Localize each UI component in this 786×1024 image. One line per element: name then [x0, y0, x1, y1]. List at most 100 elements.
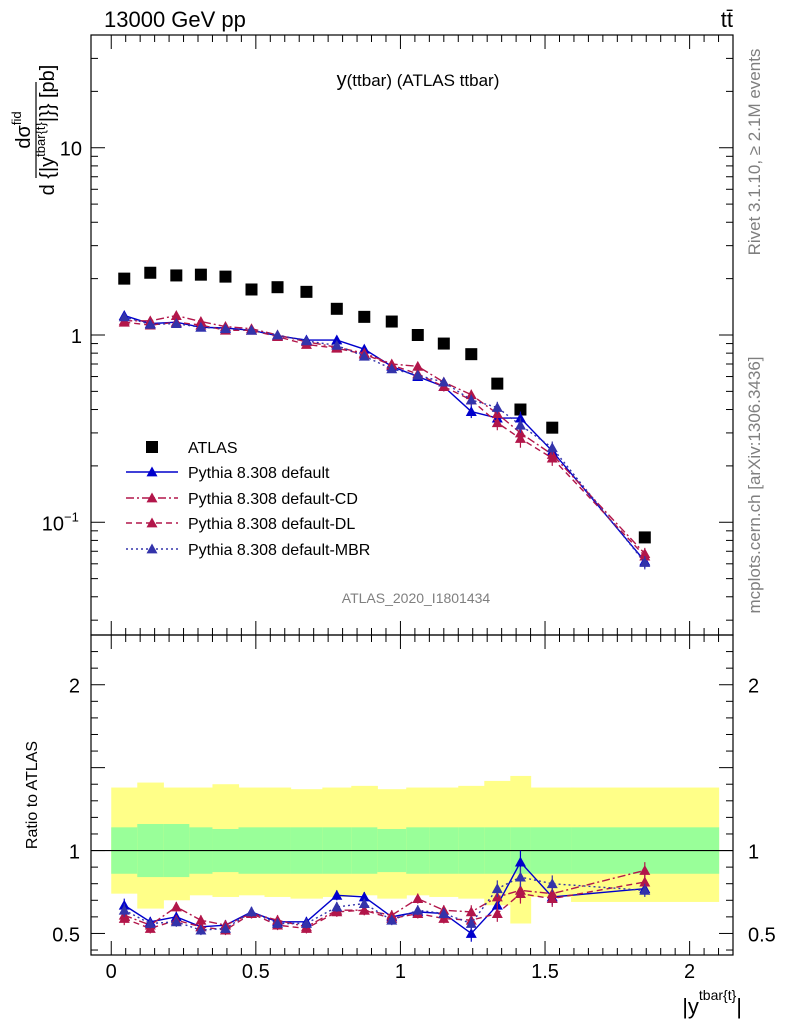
ratio-y-tick-label-right: 2: [748, 676, 759, 698]
y-axis-label-denominator: d {|ytbar{t}|}} [pb]: [33, 65, 59, 196]
energy-label: 13000 GeV pp: [104, 7, 246, 32]
series-marker: [465, 406, 477, 416]
legend-marker: [146, 543, 158, 554]
ratio-marker: [195, 924, 207, 935]
ratio-series-line: [124, 881, 645, 931]
legend-label: Pythia 8.308 default: [188, 465, 330, 482]
ratio-marker: [465, 927, 477, 938]
x-axis-label: |ytbar{t}|: [682, 987, 742, 1019]
atlas-data-point: [546, 421, 559, 434]
ratio-plot-area: [91, 775, 733, 942]
legend-label: Pythia 8.308 default-CD: [188, 491, 358, 508]
series-marker: [412, 369, 424, 380]
ratio-y-tick-label-right: 0.5: [748, 924, 776, 946]
series-marker: [491, 402, 503, 412]
y-axis-den-sup: tbar{t}: [33, 121, 48, 156]
analysis-label: ATLAS_2020_I1801434: [342, 590, 491, 606]
y-axis-den-tail: |}} [pb]: [37, 65, 59, 122]
legend: ATLAS Pythia 8.308 default Pythia 8.308 de…: [126, 440, 370, 559]
x-tick-label: 1: [395, 961, 406, 983]
ratio-marker: [514, 856, 526, 867]
series-marker: [639, 556, 651, 567]
atlas-data-point: [194, 268, 207, 281]
ratio-marker: [465, 917, 477, 928]
y-axis-label-numerator: dσfid: [9, 111, 35, 148]
series-marker: [438, 376, 450, 387]
atlas-data-point: [271, 281, 284, 294]
y-axis-label: dσfid d {|ytbar{t}|}} [pb]: [9, 65, 59, 196]
ratio-series-3: [118, 867, 651, 936]
series-marker: [546, 442, 558, 453]
y-axis-num: dσ: [13, 124, 35, 148]
series-marker: [412, 360, 424, 371]
x-tick-label: 2: [684, 961, 695, 983]
atlas-data-point: [514, 403, 527, 416]
ratio-marker: [639, 876, 651, 887]
series-marker: [514, 412, 526, 423]
ratio-marker: [639, 884, 651, 895]
atlas-data-point: [219, 270, 232, 283]
ratio-series-line: [124, 869, 645, 928]
series-marker: [639, 550, 651, 561]
ratio-panel: 0.5 0.5 1 1 2 2 0 0.5 1 1.5 2 Ratio to ATLAS |ytba…: [24, 634, 776, 1019]
x-tick-label: 1.5: [531, 961, 559, 983]
y-tick-label: 10: [42, 513, 64, 535]
y-axis-den: d {|y: [37, 157, 59, 196]
atlas-data-point: [358, 310, 371, 323]
atlas-data-point: [118, 272, 131, 285]
series-line: [124, 321, 646, 557]
ratio-marker: [118, 904, 130, 915]
legend-marker: [146, 492, 158, 503]
ratio-marker: [438, 908, 450, 918]
ratio-marker: [246, 906, 257, 917]
series-marker: [195, 321, 207, 332]
mc-series-3: [118, 311, 651, 570]
rivet-version-label: Rivet 3.1.10, ≥ 2.1M events: [745, 49, 764, 256]
ratio-marker: [195, 914, 207, 925]
x-axis-label-sup: tbar{t}: [699, 987, 737, 1003]
ratio-marker: [491, 883, 503, 894]
legend-label: ATLAS: [188, 440, 238, 457]
ratio-marker: [639, 864, 651, 875]
series-marker: [170, 310, 182, 320]
ratio-marker: [358, 898, 370, 909]
series-marker: [514, 419, 526, 430]
x-tick-label: 0.5: [242, 961, 270, 983]
ratio-marker: [170, 901, 182, 912]
series-marker: [219, 323, 231, 334]
main-plot-area: [118, 266, 651, 570]
y-axis-num-sup: fid: [9, 111, 24, 125]
series-marker: [546, 452, 558, 463]
series-marker: [144, 318, 156, 329]
ratio-y-label: Ratio to ATLAS: [24, 741, 41, 849]
ratio-marker: [412, 893, 424, 904]
atlas-data-point: [465, 348, 478, 361]
series-marker: [272, 329, 284, 340]
ratio-marker: [300, 917, 312, 928]
ratio-marker: [144, 917, 156, 928]
ratio-marker: [546, 893, 558, 904]
atlas-data-point: [411, 329, 424, 341]
series-marker: [118, 316, 130, 327]
x-axis-label-main: |y: [682, 994, 699, 1019]
ratio-marker: [514, 888, 526, 899]
ratio-marker: [514, 871, 526, 882]
series-marker: [358, 350, 370, 361]
ratio-marker: [118, 913, 130, 923]
series-marker: [491, 417, 503, 428]
ratio-y-tick-label: 2: [69, 676, 80, 698]
atlas-data-point: [245, 283, 258, 296]
mcplots-label: mcplots.cern.ch [arXiv:1306.3436]: [745, 356, 764, 613]
legend-marker: [146, 517, 158, 528]
series-marker: [331, 334, 343, 345]
ratio-marker: [272, 917, 284, 928]
y-tick-label: 10: [60, 139, 82, 161]
x-axis-label-tail: |: [736, 994, 742, 1019]
series-marker: [514, 433, 526, 443]
atlas-data-point: [385, 315, 398, 328]
ratio-marker: [219, 922, 231, 933]
atlas-data-point: [491, 377, 504, 390]
series-marker: [465, 394, 477, 405]
